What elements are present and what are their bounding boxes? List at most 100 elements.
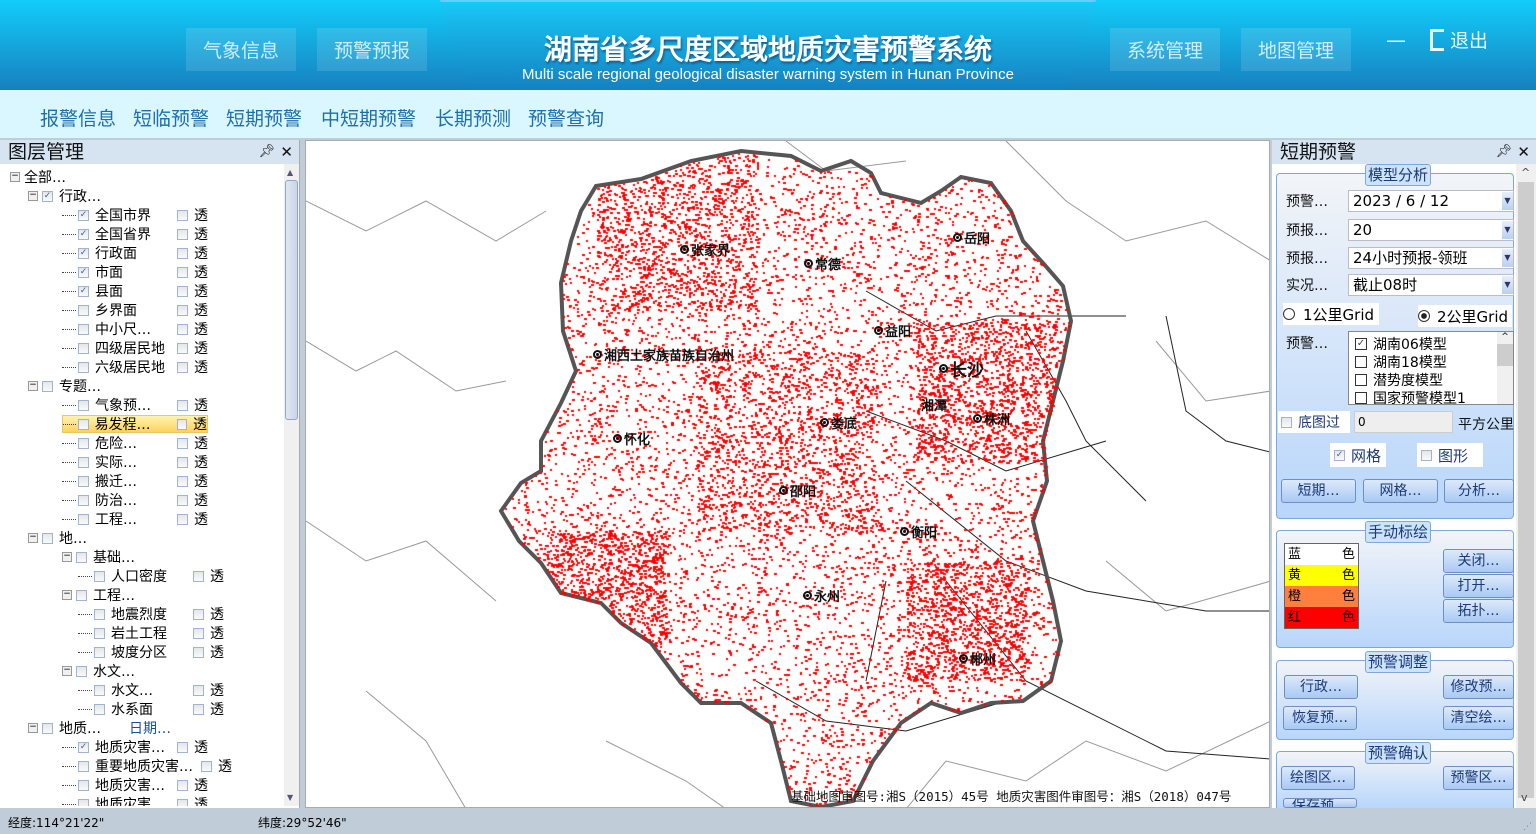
transparency-checkbox[interactable] [177,437,188,449]
city-label[interactable]: 张家界 [680,240,730,259]
checkbox-checked-icon[interactable]: ✓ [1355,338,1367,350]
map-management-button[interactable]: 地图管理 [1241,28,1351,71]
date-link[interactable]: 日期… [129,721,171,737]
checkbox-checked-icon[interactable]: ✓ [78,247,89,259]
legend-color-row[interactable]: 黄色 [1285,565,1358,586]
close-icon[interactable]: ✕ [280,143,293,161]
modify-warning-button[interactable]: 修改预… [1443,675,1514,699]
checkbox-icon[interactable] [94,703,105,715]
layer-tree-item[interactable]: 地质灾害… 透 [62,795,208,806]
city-label[interactable]: 湘潭 [921,395,947,414]
city-label[interactable]: 永州 [803,586,840,605]
transparency-checkbox[interactable] [177,475,188,487]
scroll-down-icon[interactable]: v [1521,791,1528,804]
checkbox-icon[interactable] [78,513,89,525]
collapse-toggle-icon[interactable]: − [10,171,20,182]
model-item[interactable]: ✓ 湖南06模型 [1355,334,1447,354]
collapse-toggle-icon[interactable]: − [62,665,72,676]
legend-color-row[interactable]: 橙色 [1285,586,1358,607]
nav-short-term-warning[interactable]: 短期预警 [226,108,303,130]
transparency-checkbox[interactable] [177,494,188,506]
transparency-checkbox[interactable] [193,646,204,658]
checkbox-checked-icon[interactable]: ✓ [78,209,89,221]
model-item[interactable]: 潜势度模型 [1355,370,1443,390]
transparency-checkbox[interactable] [193,608,204,620]
nav-warning-query[interactable]: 预警查询 [528,108,605,130]
pin-icon[interactable]: 📌︎ [1495,144,1512,159]
layer-tree-item[interactable]: 水系面 透 [78,700,224,718]
checkbox-checked-icon[interactable]: ✓ [78,285,89,297]
observed-select[interactable]: 截止08时 ▼ [1348,274,1514,296]
layer-tree-item[interactable]: − 地… [28,529,107,547]
checkbox-icon[interactable] [94,646,105,658]
dropdown-arrow-icon[interactable]: ▼ [1502,192,1513,210]
transparency-checkbox[interactable] [177,247,188,259]
radio-1km-grid[interactable]: 1公里Grid [1283,303,1379,325]
system-management-button[interactable]: 系统管理 [1110,28,1220,71]
layer-tree-item[interactable]: 地震烈度 透 [78,605,224,623]
scroll-up-icon[interactable]: ^ [1501,332,1509,342]
transparency-checkbox[interactable] [176,418,187,430]
layer-tree-item[interactable]: 中小尺… 透 [62,320,208,338]
checkbox-icon[interactable] [1355,356,1367,368]
layer-tree-item[interactable]: 实际… 透 [62,453,208,471]
checkbox-icon[interactable] [78,798,89,806]
checkbox-icon[interactable] [78,399,89,411]
checkbox-icon[interactable] [78,760,89,772]
model-list-scrollbar[interactable]: ^ [1497,332,1513,404]
scroll-up-icon[interactable]: ▲ [287,168,294,177]
warning-date-picker[interactable]: 2023 / 6 / 12 ▼ [1348,190,1514,212]
transparency-checkbox[interactable] [177,342,188,354]
layer-tree-item[interactable]: 水文… 透 [78,681,224,699]
checkbox-icon[interactable] [78,494,89,506]
checkbox-icon[interactable] [76,551,87,563]
short-term-button[interactable]: 短期… [1281,479,1356,503]
model-item[interactable]: 国家预警模型1 [1355,388,1466,404]
warning-area-button[interactable]: 预警区… [1443,766,1514,790]
layer-tree-item[interactable]: 人口密度 透 [78,567,224,585]
collapse-toggle-icon[interactable]: − [28,722,38,733]
area-threshold-input[interactable]: 0 [1354,411,1453,433]
nav-alarm-info[interactable]: 报警信息 [40,108,117,130]
layer-tree-item[interactable]: − 专题… [28,377,109,395]
checkbox-icon[interactable] [78,323,89,335]
layer-tree-item[interactable]: 地质灾害… 透 [62,776,208,794]
clear-drawing-button[interactable]: 清空绘… [1443,706,1514,730]
layer-tree-item[interactable]: ✓ 市面 透 [62,263,208,281]
map-view[interactable]: 张家界 常德 岳阳 益阳 长沙 湘西土家族苗族自治州 湘潭 株洲 娄底 怀化 邵阳 衡阳 永州 郴州 基础… [305,140,1270,808]
forecast-hour-select[interactable]: 20 ▼ [1348,219,1514,241]
nav-long-term-forecast[interactable]: 长期预测 [435,108,512,130]
transparency-checkbox[interactable] [193,703,204,715]
checkbox-checked-icon[interactable]: ✓ [78,228,89,240]
checkbox-icon[interactable] [42,532,53,544]
checkbox-checked-icon[interactable]: ✓ [78,266,89,278]
layer-tree-item[interactable]: 六级居民地 透 [62,358,208,376]
dropdown-arrow-icon[interactable]: ▼ [1502,249,1513,267]
layer-tree-item[interactable]: 防治… 透 [62,491,208,509]
layer-tree-item[interactable]: 重要地质灾害… 透 [62,757,232,775]
city-label[interactable]: 湘西土家族苗族自治州 [593,345,734,364]
layer-tree-item[interactable]: 乡界面 透 [62,301,208,319]
layer-tree-item[interactable]: 四级居民地 透 [62,339,208,357]
checkbox-icon[interactable] [1355,374,1367,386]
layer-tree-item[interactable]: − 地质… 日期… [28,719,171,737]
nav-nowcast-warning[interactable]: 短临预警 [133,108,210,130]
city-label[interactable]: 娄底 [820,413,857,432]
transparency-checkbox[interactable] [177,399,188,411]
collapse-toggle-icon[interactable]: − [28,380,38,391]
transparency-checkbox[interactable] [177,228,188,240]
transparency-checkbox[interactable] [177,266,188,278]
scroll-thumb[interactable] [1497,344,1513,366]
checkbox-icon[interactable] [94,570,105,582]
legend-color-row[interactable]: 红色 [1285,607,1358,628]
grid-button[interactable]: 网格… [1363,479,1438,503]
dropdown-arrow-icon[interactable]: ▼ [1502,221,1513,239]
minimize-button[interactable]: — [1386,28,1406,52]
transparency-checkbox[interactable] [177,779,188,791]
checkbox-icon[interactable] [78,779,89,791]
layer-tree-item[interactable]: ✓ 全国省界 透 [62,225,208,243]
checkbox-icon[interactable] [94,684,105,696]
transparency-checkbox[interactable] [177,209,188,221]
checkbox-icon[interactable] [78,475,89,487]
transparency-checkbox[interactable] [177,513,188,525]
